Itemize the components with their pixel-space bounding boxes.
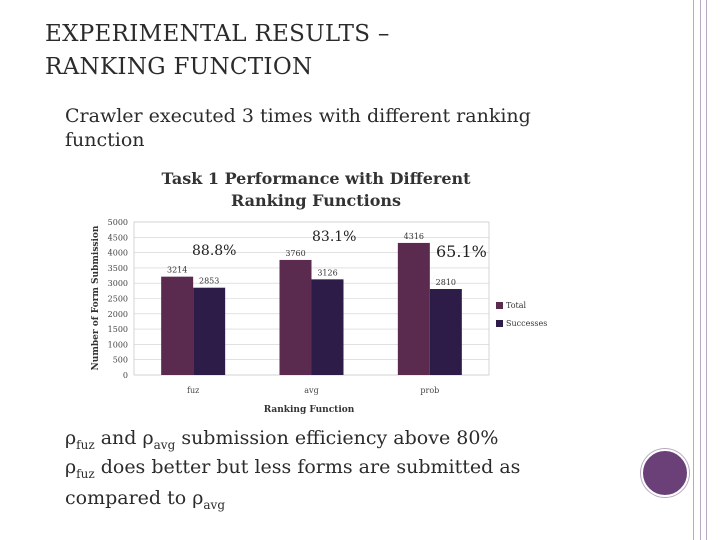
data-label: 2810	[436, 278, 456, 287]
bar-successes-avg	[311, 279, 344, 375]
legend-label: Successes	[506, 319, 547, 328]
x-tick-label: avg	[304, 386, 318, 395]
bar-total-avg	[279, 259, 312, 375]
legend-label: Total	[506, 301, 527, 310]
x-tick-label: fuz	[187, 386, 199, 395]
bar-successes-fuz	[193, 287, 226, 375]
y-tick-label: 500	[113, 356, 128, 365]
frame-line-2	[700, 0, 701, 540]
bar-successes-prob	[429, 289, 462, 375]
y-tick-label: 3000	[108, 279, 128, 288]
bar-total-fuz	[161, 276, 194, 375]
y-tick-label: 3500	[108, 264, 128, 273]
frame-line-3	[706, 0, 707, 540]
subscript-avg: avg	[153, 437, 176, 452]
legend-swatch	[496, 320, 503, 327]
bullet2-rest: submission efficiency above 80%	[175, 427, 499, 449]
y-tick-label: 2000	[108, 310, 128, 319]
subscript-fuz: fuz	[76, 437, 95, 452]
y-tick-label: 0	[123, 371, 128, 380]
y-tick-label: 4500	[108, 233, 128, 242]
annotation-fuz: 88.8%	[192, 243, 236, 259]
data-label: 2853	[199, 277, 219, 286]
bullet3-mid: does better but less forms are submitted…	[65, 456, 521, 509]
bullet2-mid: and	[94, 427, 143, 449]
chart-y-axis-label: Number of Form Submission	[91, 225, 101, 370]
subscript-avg: avg	[203, 497, 226, 512]
bullet-text-1: Crawler executed 3 times with different …	[65, 105, 531, 151]
data-label: 4316	[404, 232, 424, 241]
slide-title: EXPERIMENTAL RESULTS – RANKING FUNCTION	[45, 18, 605, 84]
y-tick-label: 1000	[108, 340, 128, 349]
data-label: 3126	[317, 268, 337, 277]
data-label: 3214	[167, 266, 187, 275]
bullet-text-2: ρfuz and ρavg submission efficiency abov…	[65, 426, 585, 457]
y-tick-label: 5000	[108, 218, 128, 227]
data-label: 3760	[285, 249, 305, 258]
legend-swatch	[496, 302, 503, 309]
rho-symbol: ρ	[192, 486, 204, 509]
chart-x-axis-label: Ranking Function	[264, 405, 355, 415]
rho-symbol: ρ	[65, 427, 77, 449]
y-tick-label: 4000	[108, 249, 128, 258]
subscript-fuz: fuz	[76, 466, 95, 481]
frame-line-1	[693, 0, 694, 540]
x-tick-label: prob	[420, 386, 439, 395]
annotation-prob: 65.1%	[436, 242, 487, 261]
slide-title-line1: EXPERIMENTAL RESULTS –	[45, 21, 390, 47]
bar-total-prob	[397, 242, 430, 375]
annotation-avg: 83.1%	[312, 229, 356, 245]
chart-title-line1: Task 1 Performance with Different	[161, 169, 471, 188]
rho-symbol: ρ	[65, 456, 77, 478]
slide-title-line2: RANKING FUNCTION	[45, 54, 313, 80]
corner-circle-decoration	[641, 449, 689, 497]
bar-chart: Task 1 Performance with Different Rankin…	[91, 169, 547, 415]
chart-title-line2: Ranking Functions	[231, 191, 401, 210]
rho-symbol: ρ	[142, 427, 154, 449]
y-tick-label: 1500	[108, 325, 128, 334]
bullet-text-3: ρfuz does better but less forms are subm…	[65, 455, 585, 517]
y-tick-label: 2500	[108, 295, 128, 304]
